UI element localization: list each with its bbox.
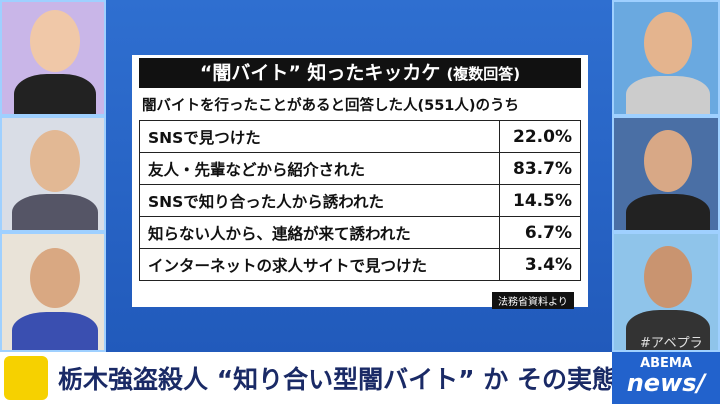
table-row: 知らない人から、連絡が来て誘われた 6.7% — [139, 216, 581, 249]
camera-panel — [612, 116, 720, 232]
camera-panel — [612, 0, 720, 116]
value-cell: 6.7% — [499, 216, 581, 249]
table-row: SNSで知り合った人から誘われた 14.5% — [139, 184, 581, 217]
table-row: インターネットの求人サイトで見つけた 3.4% — [139, 248, 581, 281]
camera-panel — [612, 232, 720, 352]
caption-banner — [0, 352, 720, 404]
logo-top: ABEMA — [640, 356, 692, 371]
value-cell: 22.0% — [499, 120, 581, 153]
value-cell: 3.4% — [499, 248, 581, 281]
camera-panel — [0, 0, 106, 116]
title-text: “闇バイト” 知ったキッカケ — [199, 62, 441, 84]
table-row: 友人・先輩などから紹介された 83.7% — [139, 152, 581, 185]
label-cell: SNSで見つけた — [139, 120, 500, 153]
label-cell: 友人・先輩などから紹介された — [139, 152, 500, 185]
panel-subtitle: 闇バイトを行ったことがあると回答した人(551人)のうち — [142, 98, 520, 114]
table-row: SNSで見つけた 22.0% — [139, 120, 581, 153]
source-note: 法務省資料より — [492, 292, 574, 309]
label-cell: SNSで知り合った人から誘われた — [139, 184, 500, 217]
camera-panel — [0, 116, 106, 232]
value-cell: 83.7% — [499, 152, 581, 185]
banner-icon — [4, 356, 48, 400]
logo: ABEMA news/ — [612, 352, 720, 404]
label-cell: インターネットの求人サイトで見つけた — [139, 248, 500, 281]
watermark: #アベプラ — [640, 336, 703, 351]
logo-bottom: news/ — [626, 369, 706, 397]
title-note: (複数回答) — [446, 65, 521, 83]
label-cell: 知らない人から、連絡が来て誘われた — [139, 216, 500, 249]
survey-table: SNSで見つけた 22.0% 友人・先輩などから紹介された 83.7% SNSで知り合っ… — [139, 120, 581, 281]
value-cell: 14.5% — [499, 184, 581, 217]
camera-panel — [0, 232, 106, 352]
caption: 栃木強盗殺人 “知り合い型闇バイト” か その実態 — [58, 365, 617, 394]
panel-title: “闇バイト” 知ったキッカケ (複数回答) — [139, 58, 581, 88]
